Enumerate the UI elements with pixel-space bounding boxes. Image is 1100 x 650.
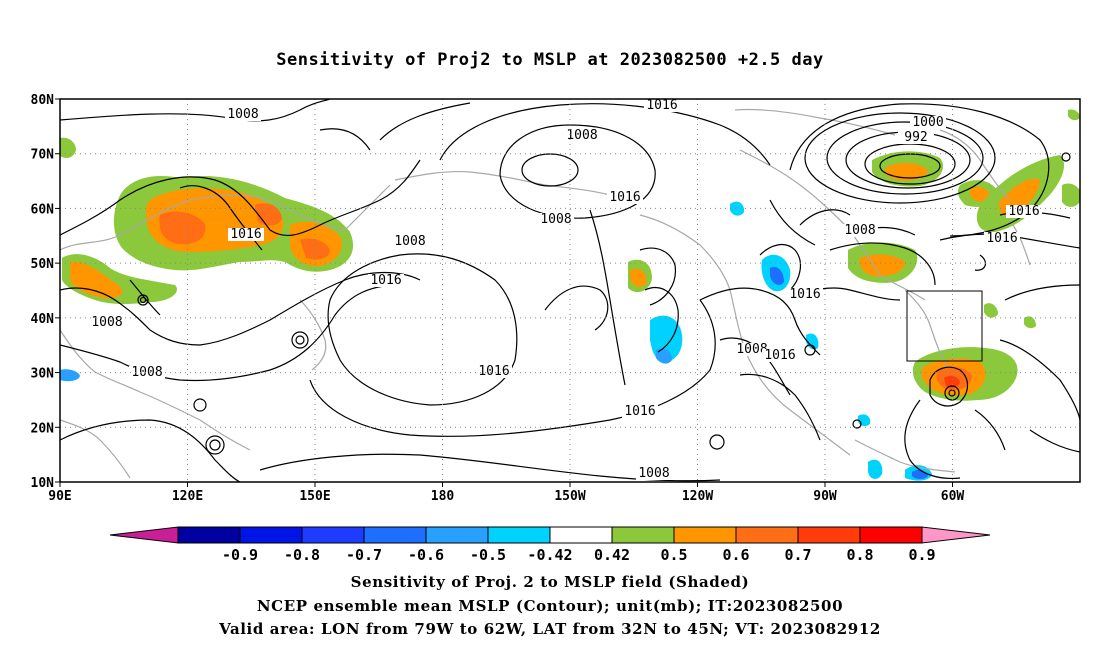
colorbar-tick-label: 0.5 — [660, 546, 687, 564]
contour-labels: 1008101610081016100810081008101610081016… — [89, 98, 1042, 481]
contour-label: 1016 — [478, 364, 509, 379]
contour-label: 1016 — [646, 98, 677, 113]
colorbar-swatch — [363, 526, 427, 544]
map-title: Sensitivity of Proj2 to MSLP at 20230825… — [276, 50, 824, 70]
caption-contour: NCEP ensemble mean MSLP (Contour); unit(… — [256, 597, 844, 615]
colorbar-swatch — [487, 526, 551, 544]
contour-label: 1008 — [131, 365, 162, 380]
lat-label: 30N — [31, 367, 55, 382]
contour-label: 992 — [904, 130, 927, 145]
contour-label: 1008 — [844, 223, 875, 238]
lat-label: 50N — [31, 257, 55, 272]
colorbar-swatch — [735, 526, 799, 544]
contour-label: 1000 — [912, 115, 943, 130]
sensitivity-shading — [60, 109, 1080, 481]
contour-label: 1016 — [1008, 204, 1039, 219]
colorbar-swatch — [239, 526, 303, 544]
colorbar-swatch — [177, 526, 241, 544]
colorbar-swatch — [549, 526, 613, 544]
colorbar — [109, 526, 991, 544]
colorbar-tick-label: 0.42 — [594, 546, 630, 564]
colorbar-tick-label: -0.8 — [284, 546, 320, 564]
colorbar-swatch — [301, 526, 365, 544]
contour-label: 1008 — [736, 342, 767, 357]
lon-label: 120E — [172, 489, 203, 504]
colorbar-tick-label: -0.5 — [470, 546, 506, 564]
lat-label: 60N — [31, 202, 55, 217]
contour-label: 1008 — [540, 212, 571, 227]
lat-label: 80N — [31, 93, 55, 108]
colorbar-swatch — [859, 526, 923, 544]
contour-label: 1016 — [764, 348, 795, 363]
lat-label: 20N — [31, 421, 55, 436]
colorbar-swatch — [611, 526, 675, 544]
colorbar-swatch — [425, 526, 489, 544]
colorbar-tick-label: -0.42 — [527, 546, 572, 564]
contour-label: 1008 — [91, 315, 122, 330]
colorbar-tick-label: -0.9 — [222, 546, 258, 564]
colorbar-tick-label: 0.6 — [722, 546, 749, 564]
coastlines — [60, 108, 1031, 479]
contour-label: 1016 — [789, 287, 820, 302]
colorbar-tick-label: 0.7 — [784, 546, 811, 564]
colorbar-swatch — [673, 526, 737, 544]
contour-label: 1016 — [370, 273, 401, 288]
lat-lon-grid — [60, 99, 1080, 482]
colorbar-tick-label: -0.7 — [346, 546, 382, 564]
contour-label: 1016 — [609, 190, 640, 205]
lon-label: 150E — [299, 489, 330, 504]
colorbar-tick-label: 0.9 — [908, 546, 935, 564]
lon-label: 90W — [813, 489, 837, 504]
contour-label: 1008 — [227, 107, 258, 122]
colorbar-tick-label: 0.8 — [846, 546, 873, 564]
lon-label: 90E — [48, 489, 71, 504]
contour-label: 1008 — [638, 466, 669, 481]
contour-label: 1016 — [230, 227, 261, 242]
lat-label: 40N — [31, 312, 55, 327]
valid-area-box — [906, 290, 983, 362]
latitude-labels: 80N 70N 60N 50N 40N 30N 20N 10N — [31, 93, 60, 491]
colorbar-swatch — [797, 526, 861, 544]
colorbar-min-arrow — [109, 526, 179, 544]
contour-label: 1016 — [986, 231, 1017, 246]
colorbar-labels: -0.9 -0.8 -0.7 -0.6 -0.5 -0.42 0.42 0.5 0.6 0.7 0.… — [222, 546, 936, 564]
lat-label: 10N — [31, 476, 55, 491]
caption-shaded: Sensitivity of Proj. 2 to MSLP field (Sh… — [350, 573, 750, 591]
lon-label: 120W — [682, 489, 713, 504]
longitude-labels: 90E 120E 150E 180 150W 120W 90W 60W — [48, 482, 964, 504]
colorbar-tick-label: -0.6 — [408, 546, 444, 564]
lon-label: 180 — [431, 489, 455, 504]
lat-label: 70N — [31, 148, 55, 163]
contour-label: 1016 — [624, 404, 655, 419]
lon-label: 150W — [554, 489, 585, 504]
contour-label: 1008 — [566, 128, 597, 143]
contour-label: 1008 — [394, 234, 425, 249]
lon-label: 60W — [941, 489, 965, 504]
caption-valid-area: Valid area: LON from 79W to 62W, LAT fro… — [219, 620, 881, 638]
colorbar-max-arrow — [921, 526, 991, 544]
